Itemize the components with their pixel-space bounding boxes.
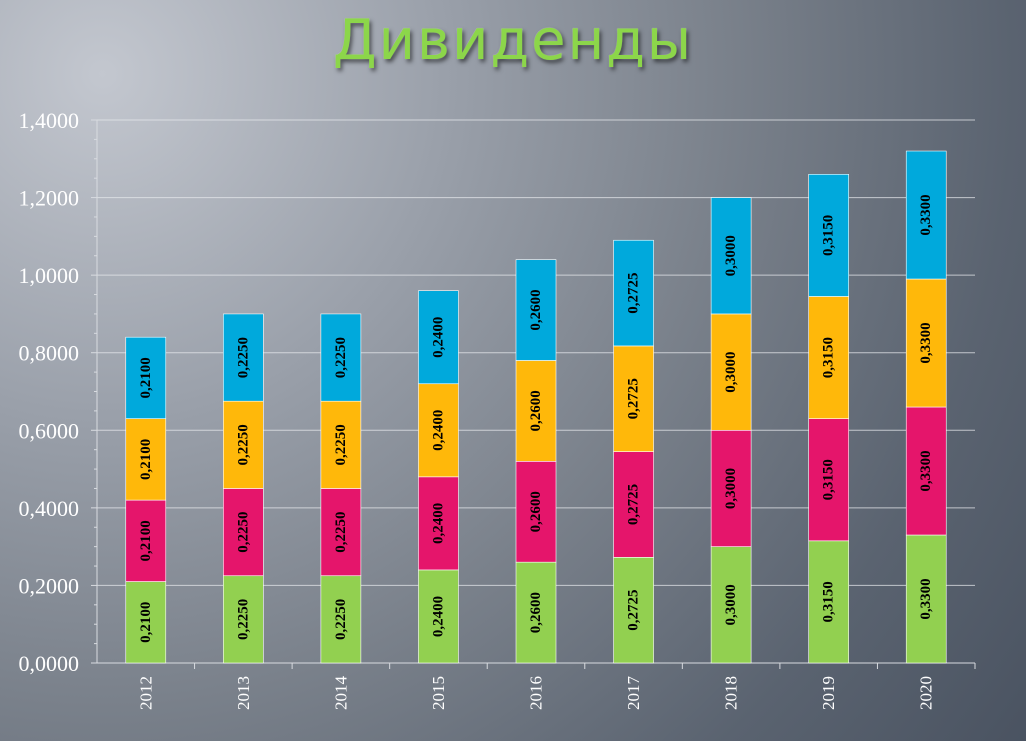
data-label: 0,2250 bbox=[235, 511, 251, 552]
y-tick-label: 1,2000 bbox=[19, 186, 80, 211]
x-tick-label: 2020 bbox=[917, 676, 936, 710]
data-label: 0,2600 bbox=[528, 491, 544, 532]
bar-segment bbox=[710, 197, 752, 315]
data-label: 0,2725 bbox=[626, 272, 642, 313]
bar-segment bbox=[613, 451, 654, 558]
data-label: 0,2725 bbox=[626, 590, 642, 631]
data-label: 0,2600 bbox=[528, 592, 544, 633]
data-label: 0,2600 bbox=[528, 289, 544, 330]
bar-segment bbox=[613, 557, 654, 664]
bar-segment bbox=[125, 499, 167, 582]
bar-segment bbox=[808, 296, 849, 419]
data-label: 0,2100 bbox=[138, 357, 154, 398]
data-label: 0,2100 bbox=[138, 602, 154, 643]
x-tick-label: 2012 bbox=[136, 676, 155, 710]
x-tick-label: 2015 bbox=[429, 676, 448, 710]
y-tick-label: 0,4000 bbox=[19, 496, 80, 521]
data-label: 0,3300 bbox=[918, 578, 934, 619]
data-label: 0,2250 bbox=[333, 424, 349, 465]
bar-segment bbox=[905, 150, 947, 280]
y-tick-label: 1,4000 bbox=[19, 108, 80, 133]
bar-segment bbox=[808, 418, 849, 542]
bar-segment bbox=[320, 313, 362, 402]
data-label: 0,2250 bbox=[235, 599, 251, 640]
bar-segment bbox=[710, 429, 752, 547]
data-label: 0,2400 bbox=[430, 596, 446, 637]
data-label: 0,2400 bbox=[430, 410, 446, 451]
data-label: 0,3150 bbox=[821, 459, 837, 500]
x-tick-label: 2014 bbox=[331, 676, 350, 711]
x-tick-label: 2017 bbox=[624, 676, 643, 711]
bar-segment bbox=[515, 360, 557, 462]
bar-segment bbox=[125, 418, 167, 501]
data-label: 0,3300 bbox=[918, 194, 934, 235]
data-label: 0,2250 bbox=[333, 599, 349, 640]
bar-segment bbox=[613, 239, 654, 347]
data-label: 0,2725 bbox=[626, 378, 642, 419]
y-tick-label: 1,0000 bbox=[19, 263, 80, 288]
chart-title: Дивиденды bbox=[332, 8, 694, 73]
data-label: 0,2600 bbox=[528, 390, 544, 431]
bar-segment bbox=[320, 575, 362, 664]
data-label: 0,3000 bbox=[723, 468, 739, 509]
data-label: 0,3000 bbox=[723, 584, 739, 625]
bar-segment bbox=[905, 534, 947, 664]
y-tick-label: 0,2000 bbox=[19, 573, 80, 598]
y-tick-label: 0,6000 bbox=[19, 418, 80, 443]
bar-segment bbox=[320, 400, 362, 489]
bar-segment bbox=[905, 278, 947, 408]
data-label: 0,2250 bbox=[333, 511, 349, 552]
x-tick-label: 2019 bbox=[819, 676, 838, 710]
data-label: 0,2250 bbox=[235, 424, 251, 465]
y-tick-label: 0,8000 bbox=[19, 341, 80, 366]
x-tick-label: 2018 bbox=[722, 676, 741, 710]
data-label: 0,2250 bbox=[333, 337, 349, 378]
x-tick-label: 2016 bbox=[527, 676, 546, 710]
bar-segment bbox=[515, 259, 557, 361]
bar-segment bbox=[125, 581, 167, 664]
bar-segment bbox=[320, 488, 362, 577]
bar-segment bbox=[905, 406, 947, 536]
bar-segment bbox=[418, 569, 459, 664]
data-label: 0,2100 bbox=[138, 520, 154, 561]
y-tick-label: 0,0000 bbox=[19, 651, 80, 676]
data-label: 0,2725 bbox=[626, 484, 642, 525]
data-label: 0,3000 bbox=[723, 235, 739, 276]
bar-segment bbox=[710, 546, 752, 664]
bar-segment bbox=[223, 313, 264, 402]
data-label: 0,3000 bbox=[723, 351, 739, 392]
data-label: 0,2250 bbox=[235, 337, 251, 378]
bar-segment bbox=[223, 488, 264, 577]
bar-segment bbox=[223, 400, 264, 489]
bar-segment bbox=[710, 313, 752, 431]
bar-segment bbox=[223, 575, 264, 664]
data-label: 0,3150 bbox=[821, 215, 837, 256]
data-label: 0,2400 bbox=[430, 503, 446, 544]
bar-segment bbox=[808, 174, 849, 297]
data-label: 0,2400 bbox=[430, 317, 446, 358]
x-tick-label: 2013 bbox=[234, 676, 253, 710]
data-label: 0,3300 bbox=[918, 450, 934, 491]
data-label: 0,3300 bbox=[918, 322, 934, 363]
bar-segment bbox=[125, 336, 167, 419]
bar-segment bbox=[418, 476, 459, 571]
data-label: 0,3150 bbox=[821, 581, 837, 622]
data-label: 0,3150 bbox=[821, 337, 837, 378]
data-label: 0,2100 bbox=[138, 439, 154, 480]
bar-segment bbox=[418, 290, 459, 385]
